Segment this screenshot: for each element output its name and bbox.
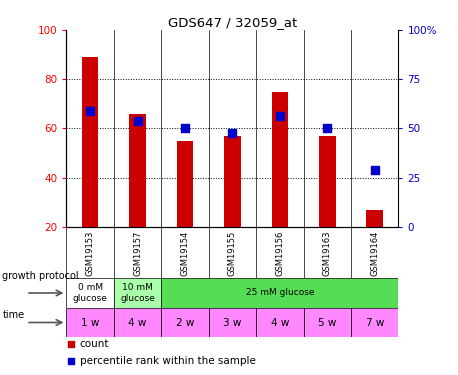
Point — [181, 125, 189, 132]
Text: growth protocol: growth protocol — [2, 271, 79, 280]
Text: 2 w: 2 w — [176, 318, 194, 327]
Bar — [256, 308, 304, 337]
Point — [276, 113, 284, 119]
Text: 4 w: 4 w — [271, 318, 289, 327]
Text: 0 mM
glucose: 0 mM glucose — [73, 283, 108, 303]
Text: GSM19154: GSM19154 — [180, 231, 190, 276]
Bar — [319, 136, 336, 227]
Text: 1 w: 1 w — [81, 318, 99, 327]
Title: GDS647 / 32059_at: GDS647 / 32059_at — [168, 16, 297, 29]
Point — [324, 125, 331, 132]
Text: 3 w: 3 w — [223, 318, 242, 327]
Bar — [224, 136, 241, 227]
Bar — [272, 92, 288, 227]
Bar — [66, 308, 114, 337]
Text: GSM19153: GSM19153 — [86, 231, 95, 276]
Bar — [114, 308, 161, 337]
Text: time: time — [2, 310, 24, 320]
Bar — [82, 57, 98, 227]
Text: GSM19157: GSM19157 — [133, 231, 142, 276]
Bar — [209, 308, 256, 337]
Bar — [161, 278, 398, 308]
Point — [229, 130, 236, 136]
Bar — [129, 114, 146, 227]
Bar — [114, 278, 161, 308]
Text: 10 mM
glucose: 10 mM glucose — [120, 283, 155, 303]
Text: count: count — [80, 339, 109, 349]
Text: GSM19163: GSM19163 — [323, 231, 332, 276]
Text: 7 w: 7 w — [365, 318, 384, 327]
Text: GSM19164: GSM19164 — [370, 231, 379, 276]
Text: 25 mM glucose: 25 mM glucose — [245, 288, 314, 297]
Text: 5 w: 5 w — [318, 318, 337, 327]
Bar — [66, 278, 114, 308]
Bar — [351, 308, 398, 337]
Point — [68, 341, 75, 347]
Bar — [366, 210, 383, 227]
Point — [87, 108, 94, 114]
Point — [68, 358, 75, 364]
Bar — [161, 308, 209, 337]
Bar — [177, 141, 193, 227]
Point — [371, 167, 378, 173]
Point — [134, 118, 141, 124]
Text: GSM19156: GSM19156 — [275, 231, 284, 276]
Text: percentile rank within the sample: percentile rank within the sample — [80, 356, 256, 366]
Bar — [304, 308, 351, 337]
Text: GSM19155: GSM19155 — [228, 231, 237, 276]
Text: 4 w: 4 w — [128, 318, 147, 327]
